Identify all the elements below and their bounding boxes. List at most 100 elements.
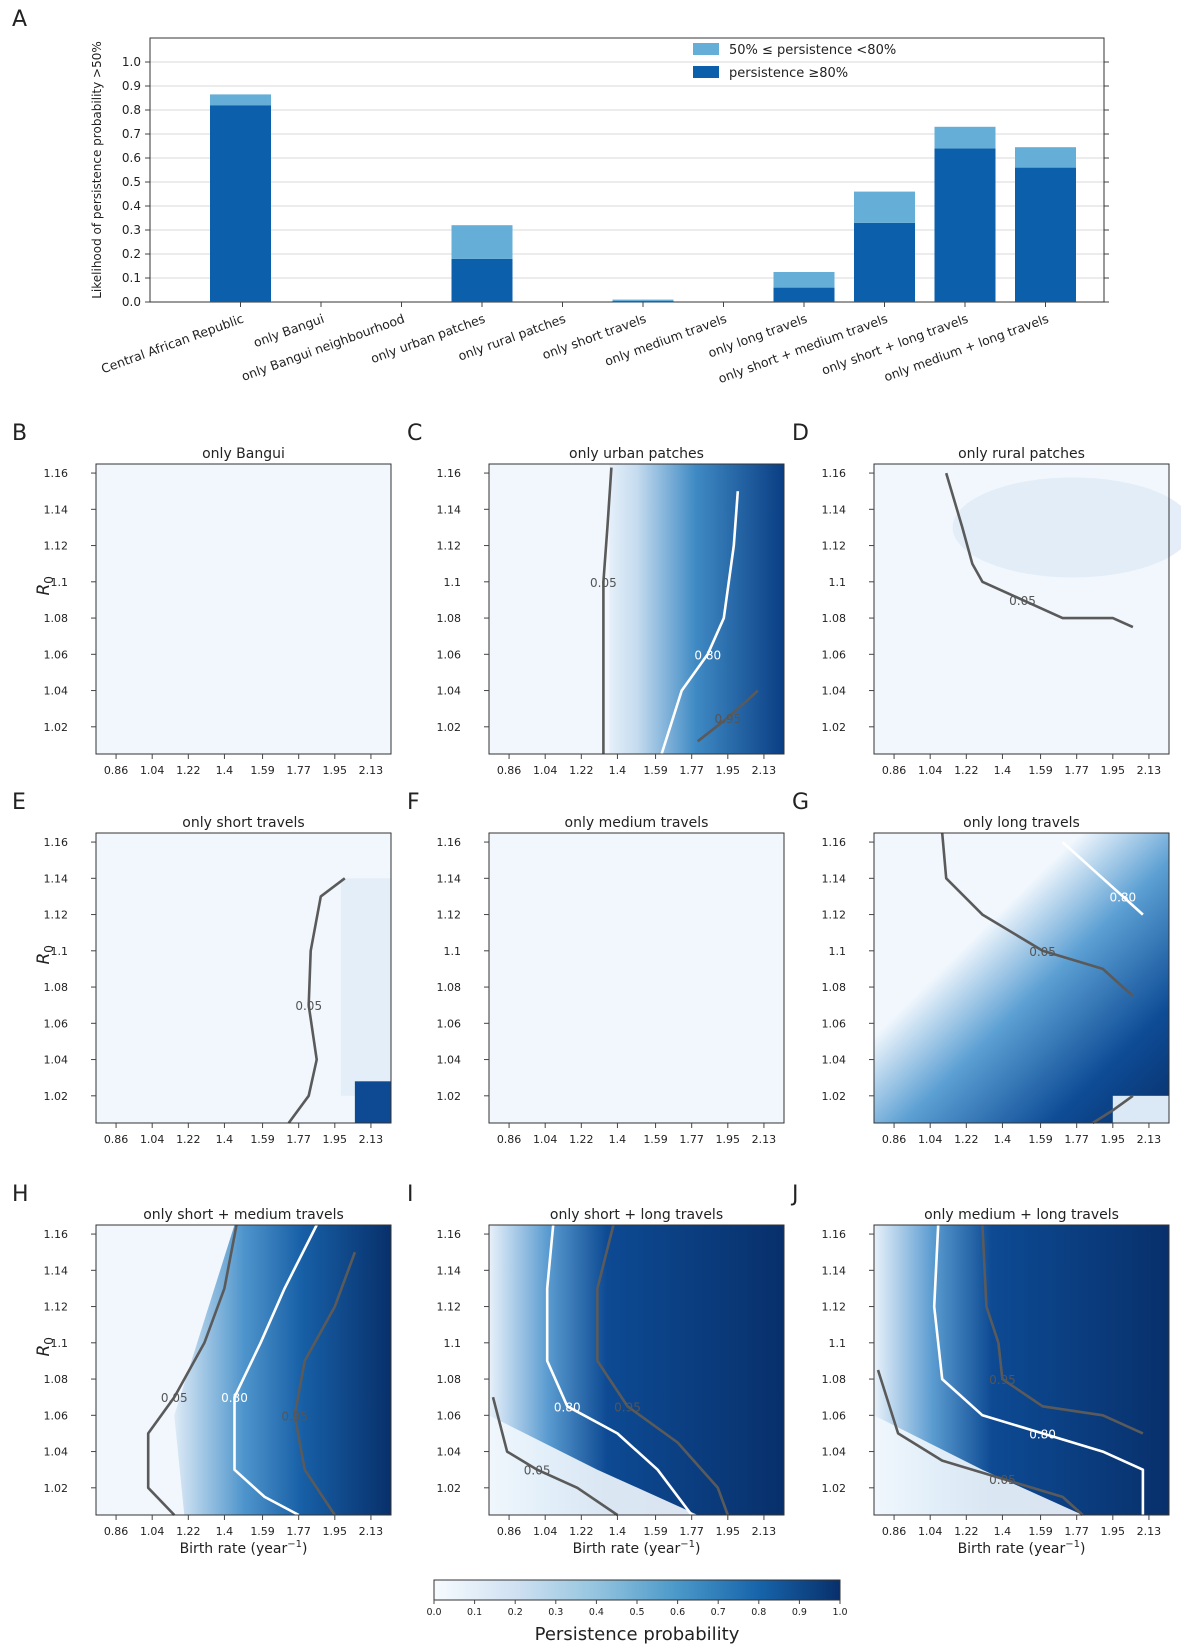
axes-frame xyxy=(873,832,1170,1124)
y-tick-label: 0.7 xyxy=(122,127,141,141)
y-axis-label-a: Likelihood of persistence probability >5… xyxy=(90,41,104,299)
heat-region xyxy=(952,477,1181,578)
x-tick-label: 2.13 xyxy=(359,764,384,777)
y-tick-label: 1.04 xyxy=(822,1446,847,1459)
x-tick-label: 1.04 xyxy=(918,1133,943,1146)
heatmap-field xyxy=(96,464,391,754)
contour-label: 0.80 xyxy=(221,1391,248,1405)
y-tick-label: 0.8 xyxy=(122,103,141,117)
legend-swatch xyxy=(693,43,719,55)
y-tick-label: 1.0 xyxy=(122,55,141,69)
y-tick-label: 0.6 xyxy=(122,151,141,165)
x-tick-label: 1.04 xyxy=(140,764,165,777)
panel-letter-i: I xyxy=(407,1182,414,1207)
contour-label: 0.05 xyxy=(295,999,322,1013)
y-tick-label: 1.04 xyxy=(437,685,462,698)
y-tick-label: 1.1 xyxy=(829,576,847,589)
contour-label: 0.80 xyxy=(1109,890,1136,904)
y-tick-label: 1.1 xyxy=(444,945,462,958)
x-tick-label: 1.04 xyxy=(533,1133,558,1146)
contour-line xyxy=(944,472,1134,629)
x-tick-label: 1.77 xyxy=(679,764,704,777)
contour-label: 0.05 xyxy=(590,576,617,590)
panel-letter-a: A xyxy=(12,7,27,32)
x-tick-label: 2.13 xyxy=(752,1525,777,1538)
bar-high xyxy=(934,148,996,302)
contour-line xyxy=(1092,1094,1134,1125)
x-tick-label: 1.77 xyxy=(679,1133,704,1146)
x-tick-label: 1.04 xyxy=(918,764,943,777)
y-tick-label: 1.12 xyxy=(437,909,462,922)
panel-title: only medium + long travels xyxy=(924,1207,1119,1223)
legend-label: persistence ≥80% xyxy=(729,66,848,81)
y-tick-label: 1.04 xyxy=(44,1054,69,1067)
x-tick-label: 0.86 xyxy=(882,1525,907,1538)
y-tick-label: 1.06 xyxy=(437,1017,462,1030)
x-axis-label: Birth rate (year−1) xyxy=(573,1539,701,1557)
axes-frame xyxy=(873,1224,1170,1516)
bar-mid xyxy=(934,126,996,149)
x-tick-label: 1.95 xyxy=(716,764,741,777)
x-tick-label: 2.13 xyxy=(752,764,777,777)
x-tick-label: 1.59 xyxy=(1028,764,1053,777)
x-tick-label: 1.77 xyxy=(1064,1133,1089,1146)
axes-frame xyxy=(95,1224,392,1516)
x-tick-label: 2.13 xyxy=(1137,1525,1162,1538)
colorbar-label: Persistence probability xyxy=(535,1624,740,1645)
contour-line xyxy=(233,1224,318,1517)
x-tick-label: 1.95 xyxy=(323,1525,348,1538)
y-tick-label: 1.08 xyxy=(44,981,69,994)
y-tick-label: 0.9 xyxy=(122,79,141,93)
y-tick-label: 1.12 xyxy=(822,1301,847,1314)
y-tick-label: 0.0 xyxy=(122,295,141,309)
x-tick-label: 1.04 xyxy=(918,1525,943,1538)
contour-line xyxy=(981,1224,1144,1435)
x-tick-label: 2.13 xyxy=(752,1133,777,1146)
colorbar-tick-label: 0.1 xyxy=(467,1607,482,1618)
y-tick-label: 1.02 xyxy=(437,1482,462,1495)
contour-line xyxy=(491,1396,619,1517)
contour-label: 0.80 xyxy=(694,648,721,662)
contour-line xyxy=(545,1224,693,1516)
colorbar-tick-label: 0.9 xyxy=(792,1607,807,1618)
y-tick-label: 1.02 xyxy=(822,1482,847,1495)
bar-high xyxy=(854,222,915,302)
colorbar-tick-label: 0.0 xyxy=(426,1607,441,1618)
y-axis-label: R0 xyxy=(34,945,56,964)
y-tick-label: 1.14 xyxy=(822,872,847,885)
panel-title: only long travels xyxy=(963,815,1080,831)
panel-title: only short + long travels xyxy=(550,1207,723,1223)
y-tick-label: 1.08 xyxy=(437,981,462,994)
x-tick-label: 1.95 xyxy=(1101,1525,1126,1538)
axes-frame xyxy=(95,832,392,1124)
contour-line xyxy=(876,1369,1084,1516)
y-tick-label: 1.14 xyxy=(822,503,847,516)
axes-frame xyxy=(488,463,785,755)
heatmap-field xyxy=(489,833,784,1123)
y-tick-label: 1.1 xyxy=(829,1337,847,1350)
panel-title: only urban patches xyxy=(569,446,704,462)
y-tick-label: 1.08 xyxy=(822,1373,847,1386)
x-tick-label: Central African Republic xyxy=(99,311,246,377)
x-tick-label: 1.59 xyxy=(643,1133,668,1146)
y-tick-label: 1.04 xyxy=(44,1446,69,1459)
panel-letter-b: B xyxy=(12,421,27,446)
y-tick-label: 0.5 xyxy=(122,175,141,189)
x-tick-label: 0.86 xyxy=(497,764,522,777)
heat-region xyxy=(354,1081,391,1123)
y-tick-label: 1.02 xyxy=(822,1090,847,1103)
y-axis-label: R0 xyxy=(34,576,56,595)
y-tick-label: 1.16 xyxy=(822,1228,847,1241)
y-tick-label: 1.04 xyxy=(437,1054,462,1067)
y-tick-label: 0.4 xyxy=(122,199,141,213)
axes-frame xyxy=(488,1224,785,1516)
x-tick-label: 1.95 xyxy=(323,764,348,777)
x-tick-label: 1.4 xyxy=(994,764,1012,777)
contour-label: 0.80 xyxy=(1029,1427,1056,1441)
y-tick-label: 1.12 xyxy=(437,540,462,553)
y-tick-label: 1.12 xyxy=(44,540,69,553)
contour-label: 0.95 xyxy=(614,1400,641,1414)
